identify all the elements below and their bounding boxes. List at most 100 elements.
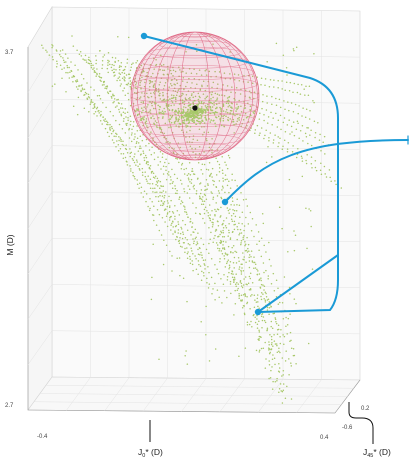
data-point xyxy=(67,72,69,74)
data-point xyxy=(199,197,201,199)
data-point xyxy=(84,91,87,94)
data-point xyxy=(147,111,149,113)
data-point xyxy=(311,166,313,169)
data-point xyxy=(171,108,174,111)
data-point xyxy=(234,215,237,218)
data-point xyxy=(151,104,153,107)
data-point xyxy=(117,60,120,62)
data-point xyxy=(257,305,259,308)
data-point xyxy=(163,201,166,203)
data-point xyxy=(233,276,236,279)
data-point xyxy=(76,49,78,52)
data-point xyxy=(260,84,262,86)
data-point xyxy=(292,111,295,113)
data-point xyxy=(129,83,132,85)
data-point xyxy=(261,326,263,329)
data-point xyxy=(195,192,198,195)
data-point xyxy=(233,132,235,134)
data-point xyxy=(193,119,195,122)
data-point xyxy=(165,100,167,102)
data-point xyxy=(187,216,189,218)
data-point xyxy=(224,225,227,227)
data-point xyxy=(285,350,287,352)
data-point xyxy=(187,110,189,112)
data-point xyxy=(211,149,213,151)
data-point xyxy=(195,44,198,46)
data-point xyxy=(286,151,289,153)
data-point xyxy=(221,302,223,304)
data-point xyxy=(135,164,137,166)
data-point xyxy=(100,76,103,79)
sphere-latitude-line xyxy=(182,33,208,38)
data-point xyxy=(225,241,227,243)
data-point xyxy=(170,215,172,218)
data-point xyxy=(236,120,238,122)
data-point xyxy=(232,230,234,233)
data-point xyxy=(270,283,273,285)
data-point xyxy=(297,83,299,86)
data-point xyxy=(152,214,155,216)
data-point xyxy=(233,220,236,223)
data-point xyxy=(210,109,212,112)
data-point xyxy=(188,162,191,164)
data-point xyxy=(276,333,279,336)
data-point xyxy=(309,210,312,212)
data-point xyxy=(176,177,179,180)
data-point xyxy=(206,95,209,97)
data-point xyxy=(220,107,222,110)
data-point xyxy=(173,173,176,176)
data-point xyxy=(305,108,308,111)
data-point xyxy=(246,302,248,305)
data-point xyxy=(178,161,180,164)
data-point xyxy=(120,103,123,105)
data-point xyxy=(189,221,191,223)
data-point xyxy=(258,134,261,136)
data-point xyxy=(310,144,313,147)
data-point xyxy=(104,127,107,130)
data-point xyxy=(319,133,321,136)
data-point xyxy=(124,77,126,79)
data-point xyxy=(268,301,271,303)
data-point xyxy=(247,223,250,225)
data-point xyxy=(229,238,232,241)
data-point xyxy=(113,68,115,71)
data-point xyxy=(169,142,171,144)
data-point xyxy=(216,97,219,99)
data-point xyxy=(233,281,235,284)
data-point xyxy=(95,55,97,57)
data-point xyxy=(76,80,79,82)
y-tick-far: -0.6 xyxy=(342,425,353,431)
data-point xyxy=(158,187,161,189)
data-point xyxy=(237,117,239,120)
data-point xyxy=(265,109,268,111)
data-point xyxy=(205,96,208,99)
data-point xyxy=(235,285,237,287)
data-point xyxy=(172,75,174,77)
data-point xyxy=(189,145,192,148)
data-point xyxy=(253,306,256,309)
data-point xyxy=(166,225,169,228)
data-point xyxy=(246,323,249,326)
data-point xyxy=(209,219,212,222)
data-point xyxy=(266,122,269,124)
data-point xyxy=(240,294,243,296)
y-axis-label: J45* (D) xyxy=(363,447,391,459)
data-point xyxy=(247,247,249,250)
data-point xyxy=(136,130,139,132)
data-point xyxy=(265,358,267,360)
data-point xyxy=(118,69,121,71)
data-point xyxy=(211,176,213,178)
data-point xyxy=(155,183,157,186)
data-point xyxy=(120,113,122,115)
data-point xyxy=(270,325,272,328)
data-point xyxy=(289,293,291,295)
data-point xyxy=(126,84,129,86)
data-point xyxy=(210,276,213,279)
data-point xyxy=(218,94,221,96)
data-point xyxy=(176,189,178,192)
data-point xyxy=(248,275,251,278)
data-point xyxy=(250,255,252,258)
data-point xyxy=(260,347,263,350)
data-point xyxy=(231,220,234,222)
data-point xyxy=(203,163,206,166)
